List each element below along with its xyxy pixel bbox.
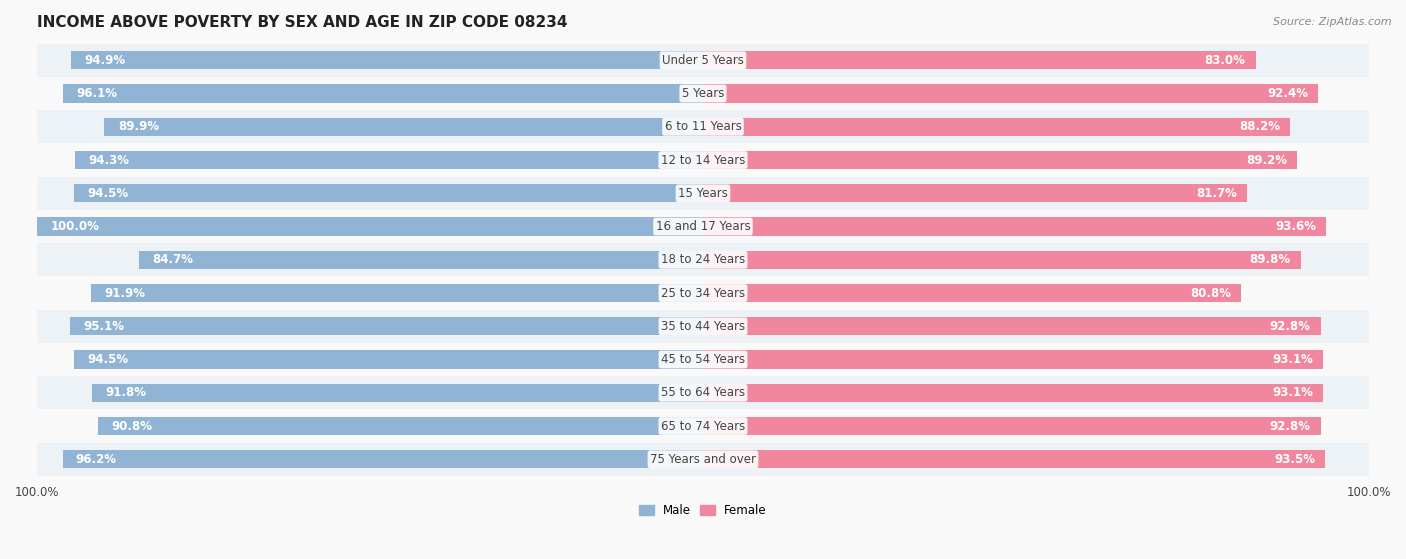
Text: 55 to 64 Years: 55 to 64 Years bbox=[661, 386, 745, 399]
Text: 96.1%: 96.1% bbox=[76, 87, 118, 100]
Text: 84.7%: 84.7% bbox=[152, 253, 194, 266]
Bar bbox=[703, 284, 1241, 302]
Text: 89.9%: 89.9% bbox=[118, 120, 159, 133]
Bar bbox=[703, 84, 1319, 103]
Bar bbox=[37, 144, 1369, 177]
Bar bbox=[37, 110, 1369, 144]
Text: 94.5%: 94.5% bbox=[87, 187, 128, 200]
Text: 89.2%: 89.2% bbox=[1246, 154, 1286, 167]
Text: 25 to 34 Years: 25 to 34 Years bbox=[661, 287, 745, 300]
Text: 88.2%: 88.2% bbox=[1239, 120, 1281, 133]
Bar bbox=[703, 117, 1291, 136]
Bar bbox=[37, 243, 1369, 276]
Bar bbox=[703, 383, 1323, 402]
Text: Under 5 Years: Under 5 Years bbox=[662, 54, 744, 67]
Bar bbox=[703, 450, 1326, 468]
Text: 91.8%: 91.8% bbox=[105, 386, 146, 399]
Text: Source: ZipAtlas.com: Source: ZipAtlas.com bbox=[1274, 17, 1392, 27]
Text: 5 Years: 5 Years bbox=[682, 87, 724, 100]
Text: 92.8%: 92.8% bbox=[1270, 419, 1310, 433]
Bar bbox=[703, 350, 1323, 369]
Text: 94.9%: 94.9% bbox=[84, 54, 125, 67]
Text: 89.8%: 89.8% bbox=[1250, 253, 1291, 266]
Text: 93.5%: 93.5% bbox=[1274, 453, 1316, 466]
Bar bbox=[37, 210, 1369, 243]
Text: 93.6%: 93.6% bbox=[1275, 220, 1316, 233]
Bar bbox=[703, 417, 1320, 435]
Text: 18 to 24 Years: 18 to 24 Years bbox=[661, 253, 745, 266]
Text: 91.9%: 91.9% bbox=[104, 287, 145, 300]
Bar bbox=[703, 151, 1296, 169]
Text: 94.3%: 94.3% bbox=[89, 154, 129, 167]
Bar bbox=[703, 217, 1326, 236]
Text: 6 to 11 Years: 6 to 11 Years bbox=[665, 120, 741, 133]
Bar bbox=[37, 217, 703, 236]
Text: INCOME ABOVE POVERTY BY SEX AND AGE IN ZIP CODE 08234: INCOME ABOVE POVERTY BY SEX AND AGE IN Z… bbox=[37, 15, 568, 30]
Bar bbox=[70, 317, 703, 335]
Legend: Male, Female: Male, Female bbox=[634, 499, 772, 522]
Text: 92.8%: 92.8% bbox=[1270, 320, 1310, 333]
Bar bbox=[75, 350, 703, 369]
Bar bbox=[37, 343, 1369, 376]
Bar bbox=[37, 177, 1369, 210]
Text: 16 and 17 Years: 16 and 17 Years bbox=[655, 220, 751, 233]
Text: 93.1%: 93.1% bbox=[1272, 386, 1313, 399]
Text: 81.7%: 81.7% bbox=[1197, 187, 1237, 200]
Bar bbox=[75, 184, 703, 202]
Bar bbox=[104, 117, 703, 136]
Bar bbox=[139, 250, 703, 269]
Bar bbox=[37, 376, 1369, 409]
Bar bbox=[703, 317, 1320, 335]
Text: 83.0%: 83.0% bbox=[1205, 54, 1246, 67]
Bar bbox=[37, 310, 1369, 343]
Bar bbox=[703, 250, 1301, 269]
Bar bbox=[37, 443, 1369, 476]
Text: 12 to 14 Years: 12 to 14 Years bbox=[661, 154, 745, 167]
Text: 65 to 74 Years: 65 to 74 Years bbox=[661, 419, 745, 433]
Bar bbox=[63, 84, 703, 103]
Bar bbox=[37, 276, 1369, 310]
Text: 75 Years and over: 75 Years and over bbox=[650, 453, 756, 466]
Text: 100.0%: 100.0% bbox=[51, 220, 100, 233]
Bar bbox=[37, 44, 1369, 77]
Text: 92.4%: 92.4% bbox=[1267, 87, 1308, 100]
Text: 15 Years: 15 Years bbox=[678, 187, 728, 200]
Text: 45 to 54 Years: 45 to 54 Years bbox=[661, 353, 745, 366]
Bar bbox=[75, 151, 703, 169]
Bar bbox=[37, 77, 1369, 110]
Bar bbox=[37, 409, 1369, 443]
Bar bbox=[91, 284, 703, 302]
Text: 93.1%: 93.1% bbox=[1272, 353, 1313, 366]
Bar bbox=[703, 51, 1256, 69]
Bar bbox=[98, 417, 703, 435]
Text: 94.5%: 94.5% bbox=[87, 353, 128, 366]
Text: 35 to 44 Years: 35 to 44 Years bbox=[661, 320, 745, 333]
Bar bbox=[91, 383, 703, 402]
Text: 95.1%: 95.1% bbox=[83, 320, 124, 333]
Bar bbox=[703, 184, 1247, 202]
Text: 80.8%: 80.8% bbox=[1189, 287, 1230, 300]
Text: 96.2%: 96.2% bbox=[76, 453, 117, 466]
Text: 90.8%: 90.8% bbox=[112, 419, 153, 433]
Bar bbox=[62, 450, 703, 468]
Bar bbox=[72, 51, 703, 69]
